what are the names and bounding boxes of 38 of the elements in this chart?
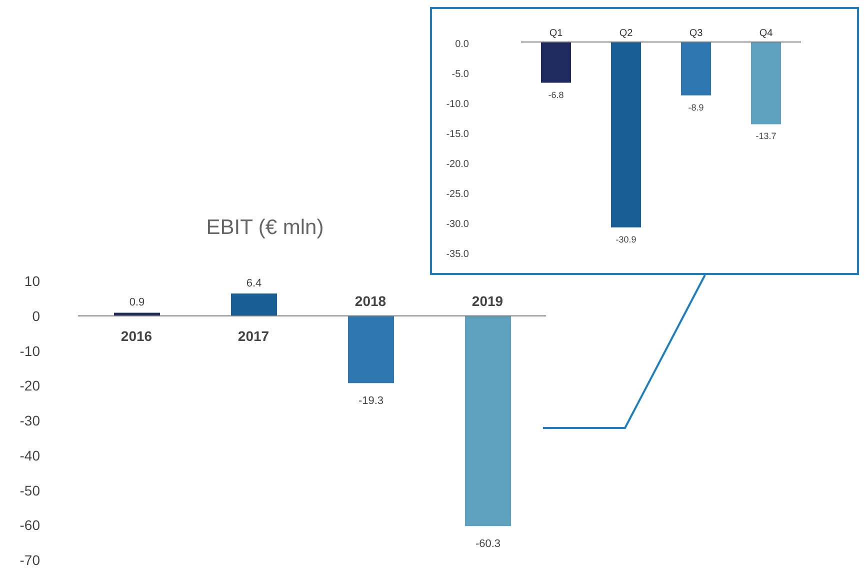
data-label: -30.9 [616,234,636,244]
y-tick-label: 10 [24,273,40,289]
y-tick-label: -30.0 [446,219,470,230]
y-tick-label: 0.0 [455,39,470,50]
data-label: -6.8 [548,90,564,100]
x-tick-label: Q2 [619,28,634,39]
data-label: -8.9 [688,102,704,112]
bar [348,316,394,384]
y-tick-label: -10 [20,342,40,359]
y-tick-label: 0 [32,308,40,324]
y-tick-label: -20 [20,378,40,394]
x-tick-label: 2018 [354,292,386,309]
x-tick-label: Q4 [759,28,774,39]
data-label: 0.9 [129,296,145,309]
chart-title: EBIT (€ mln) [205,216,325,240]
x-tick-label: Q3 [689,28,704,39]
y-tick-label: -20.0 [446,159,470,170]
y-tick-label: -25.0 [446,189,470,200]
y-tick-label: -5.0 [452,69,470,80]
data-label: -19.3 [358,395,384,408]
y-tick-label: -60 [20,517,40,534]
x-tick-label: Q1 [549,28,564,39]
bar [231,294,277,316]
data-label: -60.3 [475,538,501,550]
x-tick-label: 2019 [472,292,504,309]
y-tick-label: -35.0 [446,249,470,260]
y-tick-label: -15.0 [446,129,470,140]
data-label: 6.4 [246,278,262,290]
bar [465,316,511,526]
bar [114,312,160,316]
x-tick-label: 2017 [238,328,270,344]
x-tick-label: 2016 [120,328,152,344]
y-tick-label: -50 [20,482,40,498]
y-tick-label: -10.0 [446,99,470,110]
y-tick-label: -40 [20,447,40,464]
y-tick-label: -70 [20,552,40,568]
data-label: -13.7 [756,131,776,142]
y-tick-label: -30 [20,412,40,428]
